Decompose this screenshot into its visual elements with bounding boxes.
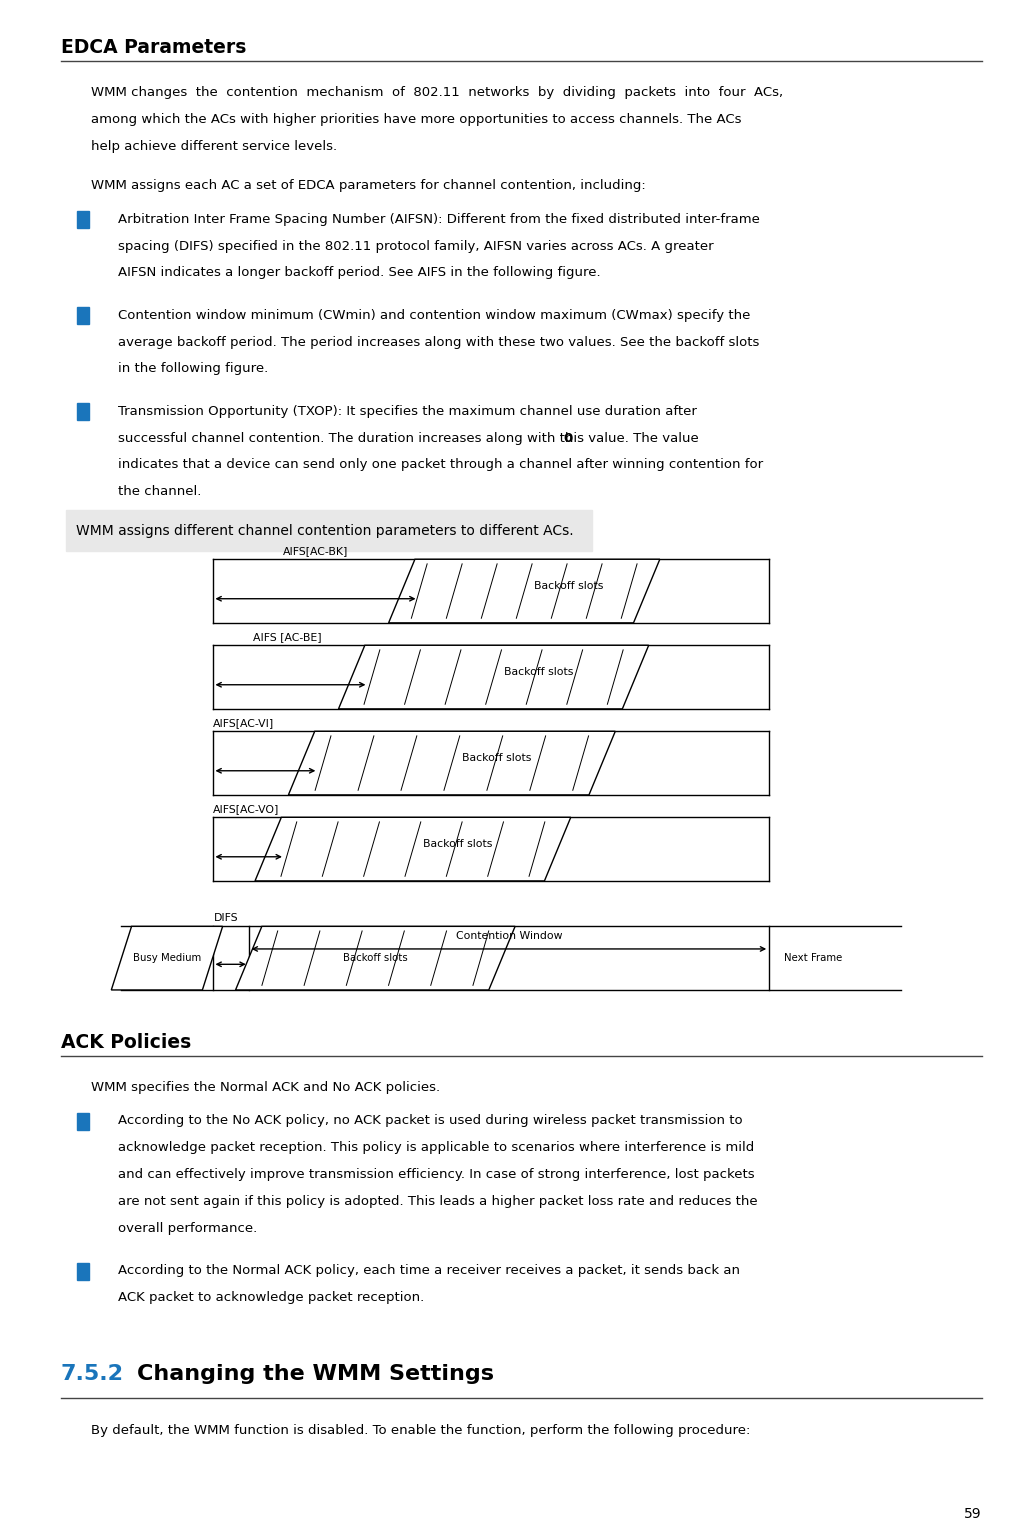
Text: WMM assigns different channel contention parameters to different ACs.: WMM assigns different channel contention… [76,524,573,538]
Text: According to the Normal ACK policy, each time a receiver receives a packet, it s: According to the Normal ACK policy, each… [118,1264,740,1276]
Text: are not sent again if this policy is adopted. This leads a higher packet loss ra: are not sent again if this policy is ado… [118,1195,757,1207]
Text: WMM changes  the  contention  mechanism  of  802.11  networks  by  dividing  pac: WMM changes the contention mechanism of … [91,86,783,98]
Text: Contention Window: Contention Window [455,931,561,942]
Polygon shape [111,926,222,989]
Text: WMM assigns each AC a set of EDCA parameters for channel contention, including:: WMM assigns each AC a set of EDCA parame… [91,180,645,192]
Text: AIFS [AC-BE]: AIFS [AC-BE] [253,633,321,642]
Text: Backoff slots: Backoff slots [461,754,531,763]
Text: overall performance.: overall performance. [118,1221,258,1235]
Text: Backoff slots: Backoff slots [534,582,604,591]
Text: AIFS[AC-VI]: AIFS[AC-VI] [212,719,274,728]
Polygon shape [236,926,515,989]
Text: AIFS[AC-BK]: AIFS[AC-BK] [283,547,349,556]
Text: acknowledge packet reception. This policy is applicable to scenarios where inter: acknowledge packet reception. This polic… [118,1141,754,1154]
Text: Backoff slots: Backoff slots [503,668,572,677]
Text: in the following figure.: in the following figure. [118,362,268,375]
Bar [77,1114,88,1130]
Text: and can effectively improve transmission efficiency. In case of strong interfere: and can effectively improve transmission… [118,1167,754,1181]
Text: WMM specifies the Normal ACK and No ACK policies.: WMM specifies the Normal ACK and No ACK … [91,1080,440,1094]
Bar [77,404,88,421]
Text: ACK Policies: ACK Policies [61,1032,191,1052]
Text: help achieve different service levels.: help achieve different service levels. [91,140,337,152]
Text: 0: 0 [562,432,571,444]
Bar [77,212,88,229]
Text: Transmission Opportunity (TXOP): It specifies the maximum channel use duration a: Transmission Opportunity (TXOP): It spec… [118,404,697,418]
Text: among which the ACs with higher priorities have more opportunities to access cha: among which the ACs with higher prioriti… [91,114,741,126]
Text: Changing the WMM Settings: Changing the WMM Settings [136,1364,493,1384]
Text: According to the No ACK policy, no ACK packet is used during wireless packet tra: According to the No ACK policy, no ACK p… [118,1114,742,1127]
Text: indicates that a device can send only one packet through a channel after winning: indicates that a device can send only on… [118,458,762,472]
Bar [77,1263,88,1279]
Polygon shape [288,731,615,794]
Text: successful channel contention. The duration increases along with this value. The: successful channel contention. The durat… [118,432,703,444]
Text: average backoff period. The period increases along with these two values. See th: average backoff period. The period incre… [118,335,759,349]
Text: spacing (DIFS) specified in the 802.11 protocol family, AIFSN varies across ACs.: spacing (DIFS) specified in the 802.11 p… [118,240,714,252]
Text: Busy Medium: Busy Medium [132,954,201,963]
Polygon shape [339,645,648,708]
Text: 7.5.2: 7.5.2 [61,1364,123,1384]
Polygon shape [255,817,570,880]
Text: Contention window minimum (CWmin) and contention window maximum (CWmax) specify : Contention window minimum (CWmin) and co… [118,309,750,321]
Text: By default, the WMM function is disabled. To enable the function, perform the fo: By default, the WMM function is disabled… [91,1424,750,1436]
Text: ACK packet to acknowledge packet reception.: ACK packet to acknowledge packet recepti… [118,1290,425,1304]
Text: 59: 59 [963,1507,981,1521]
Text: AIFS[AC-VO]: AIFS[AC-VO] [212,805,279,814]
Text: the channel.: the channel. [118,485,201,498]
Bar [77,307,88,324]
Polygon shape [388,559,659,622]
Text: Backoff slots: Backoff slots [343,954,407,963]
Text: DIFS: DIFS [213,914,238,923]
Text: Backoff slots: Backoff slots [423,840,492,849]
Text: Arbitration Inter Frame Spacing Number (AIFSN): Different from the fixed distrib: Arbitration Inter Frame Spacing Number (… [118,212,759,226]
Bar [66,510,591,551]
Text: AIFSN indicates a longer backoff period. See AIFS in the following figure.: AIFSN indicates a longer backoff period.… [118,267,601,280]
Text: Next Frame: Next Frame [784,954,842,963]
Text: EDCA Parameters: EDCA Parameters [61,38,246,57]
